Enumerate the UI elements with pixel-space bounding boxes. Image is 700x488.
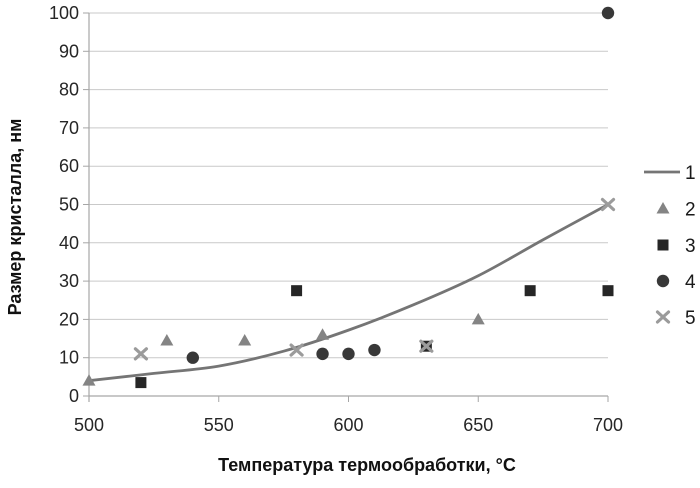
- y-tick-label: 100: [49, 3, 79, 23]
- y-tick-label: 10: [59, 348, 79, 368]
- marker-circle: [368, 343, 381, 357]
- marker-x: [419, 339, 434, 353]
- legend-item-1: 1: [644, 163, 696, 184]
- x-tick-label: 650: [463, 415, 493, 435]
- marker-x: [289, 343, 304, 357]
- trend-line-series-1: [87, 203, 610, 383]
- legend-item-4: 4: [656, 272, 696, 293]
- data-series-layer: [82, 6, 616, 389]
- legend-label-5: 5: [685, 308, 696, 329]
- marker-triangle: [82, 374, 96, 386]
- y-tick-label: 60: [59, 156, 79, 176]
- marker-circle: [316, 347, 329, 361]
- axes-layer: 0 10 20 30 40 50 60 70 80 90 100 500 550 600 650 700: [49, 3, 623, 435]
- marker-circle: [342, 347, 355, 361]
- x-tick-label: 700: [593, 415, 623, 435]
- legend-item-2: 2: [656, 200, 696, 221]
- marker-circle: [656, 274, 670, 288]
- marker-square: [135, 377, 147, 389]
- marker-triangle: [160, 333, 174, 346]
- y-tick-label: 0: [69, 386, 79, 406]
- marker-circle: [601, 6, 615, 20]
- y-tick-label: 40: [59, 233, 79, 253]
- scatter-series-4: [186, 6, 615, 364]
- marker-triangle: [238, 333, 252, 346]
- y-tick-label: 30: [59, 271, 79, 291]
- legend-item-5: 5: [655, 308, 696, 329]
- y-tick-label: 70: [59, 118, 79, 138]
- marker-triangle: [656, 202, 670, 214]
- marker-square: [291, 285, 303, 297]
- x-tick-label: 550: [204, 415, 234, 435]
- legend-label-1: 1: [685, 163, 696, 184]
- marker-x: [133, 347, 148, 361]
- marker-x: [655, 310, 671, 324]
- scatter-series-5: [133, 197, 616, 361]
- y-axis-title: Размер кристалла, нм: [5, 119, 25, 316]
- marker-x: [600, 197, 616, 212]
- x-tick-label: 500: [74, 415, 104, 435]
- x-axis-title: Температура термообработки, °C: [218, 455, 516, 475]
- legend-label-2: 2: [685, 200, 696, 221]
- x-tick-label: 600: [333, 415, 363, 435]
- marker-square: [524, 285, 536, 297]
- y-tick-label: 90: [59, 41, 79, 61]
- marker-triangle: [316, 328, 330, 340]
- marker-triangle: [471, 312, 485, 325]
- y-tick-label: 80: [59, 80, 79, 100]
- scatter-series-2: [82, 312, 485, 386]
- y-tick-label: 50: [59, 195, 79, 215]
- scatter-series-3: [135, 285, 614, 389]
- legend-item-3: 3: [657, 236, 696, 257]
- y-tick-label: 20: [59, 309, 79, 329]
- marker-square: [602, 285, 614, 297]
- legend-label-3: 3: [685, 236, 696, 257]
- legend-label-4: 4: [685, 272, 696, 293]
- marker-circle: [186, 351, 199, 364]
- legend: 1 2 3 4 5: [644, 163, 696, 329]
- marker-square: [657, 239, 669, 251]
- gridlines-layer: [89, 12, 608, 359]
